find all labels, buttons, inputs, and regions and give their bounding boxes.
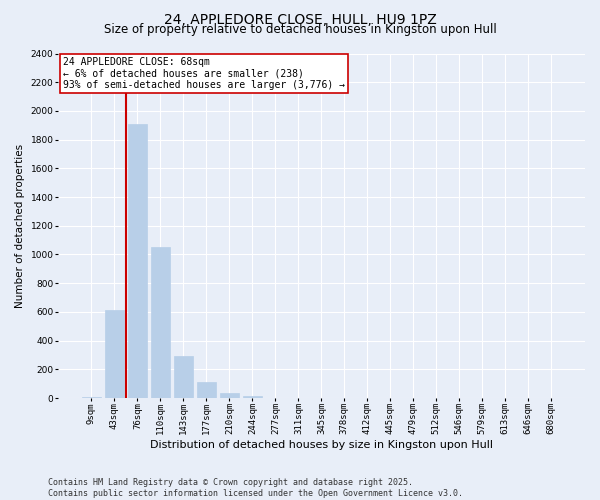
X-axis label: Distribution of detached houses by size in Kingston upon Hull: Distribution of detached houses by size … — [150, 440, 493, 450]
Text: 24 APPLEDORE CLOSE: 68sqm
← 6% of detached houses are smaller (238)
93% of semi-: 24 APPLEDORE CLOSE: 68sqm ← 6% of detach… — [63, 57, 345, 90]
Y-axis label: Number of detached properties: Number of detached properties — [15, 144, 25, 308]
Bar — [242, 396, 262, 398]
Bar — [220, 392, 239, 398]
Bar — [128, 124, 147, 398]
Bar — [104, 310, 124, 398]
Bar — [173, 356, 193, 398]
Text: Size of property relative to detached houses in Kingston upon Hull: Size of property relative to detached ho… — [104, 22, 496, 36]
Bar — [197, 382, 216, 398]
Text: Contains HM Land Registry data © Crown copyright and database right 2025.
Contai: Contains HM Land Registry data © Crown c… — [48, 478, 463, 498]
Text: 24, APPLEDORE CLOSE, HULL, HU9 1PZ: 24, APPLEDORE CLOSE, HULL, HU9 1PZ — [164, 12, 436, 26]
Bar — [151, 248, 170, 398]
Bar — [82, 396, 101, 398]
